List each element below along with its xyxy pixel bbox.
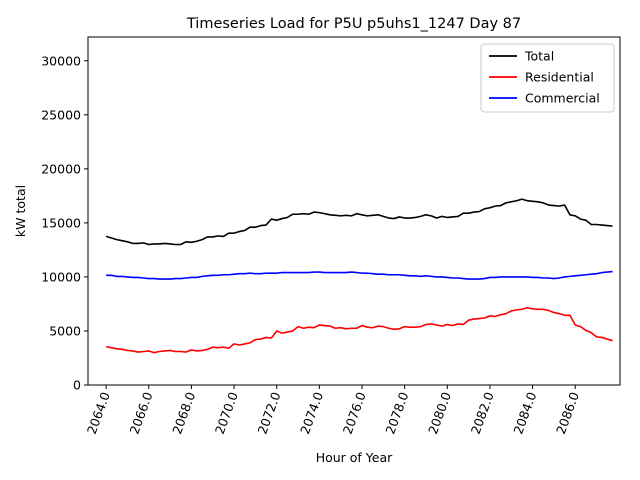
y-tick-label: 10000 [41,269,81,284]
legend-label-total: Total [524,49,554,64]
chart-title: Timeseries Load for P5U p5uhs1_1247 Day … [186,16,521,32]
legend: Total Residential Commercial [480,43,615,113]
y-tick-label: 30000 [41,53,81,68]
legend-label-commercial: Commercial [525,91,600,106]
y-axis-label: kW total [13,185,28,237]
axes-frame [87,36,621,386]
y-tick-label: 20000 [41,161,81,176]
series-line-total [105,198,613,246]
y-tick-label: 25000 [41,107,81,122]
y-tick-label: 15000 [41,215,81,230]
y-tick-label: 0 [73,378,81,393]
legend-box [480,43,615,113]
series-line-residential [105,306,613,354]
y-tick-label: 5000 [49,323,81,338]
series-line-commercial [106,270,613,280]
x-axis-label: Hour of Year [316,450,393,465]
legend-label-residential: Residential [525,70,594,85]
